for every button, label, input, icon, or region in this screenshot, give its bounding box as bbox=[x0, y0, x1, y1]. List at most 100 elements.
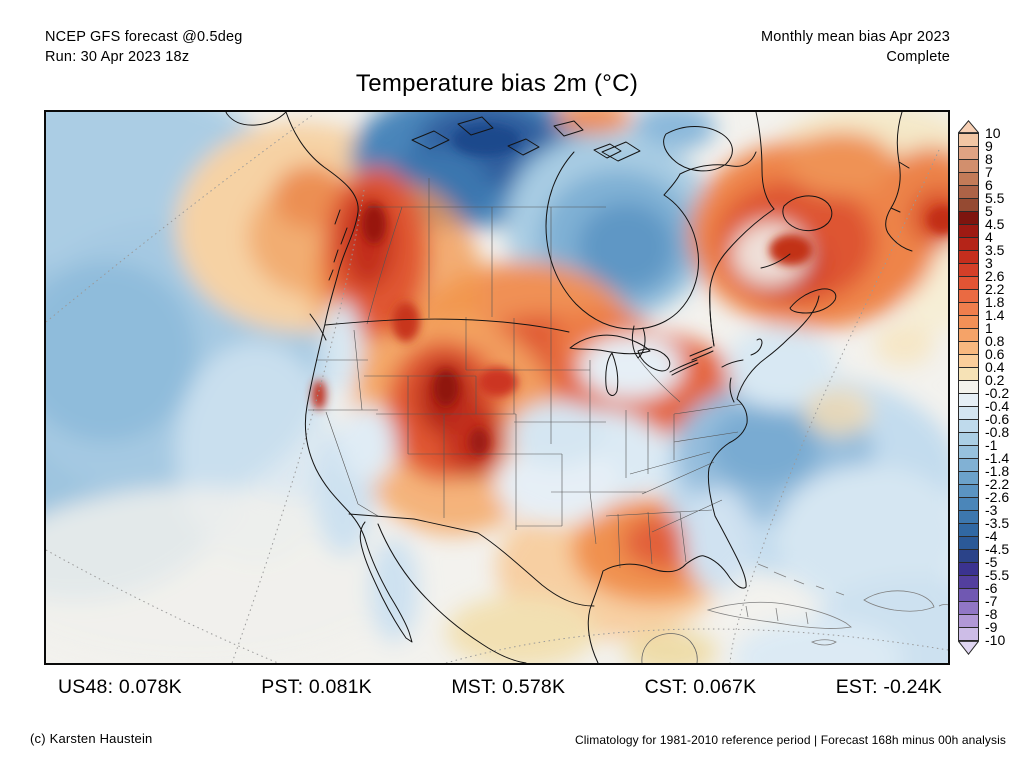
header-right: Monthly mean bias Apr 2023 Complete bbox=[761, 27, 950, 67]
colorbar-box bbox=[958, 354, 979, 368]
colorbar-tick-label: -5 bbox=[985, 554, 998, 570]
colorbar-box bbox=[958, 393, 979, 407]
colorbar-tick-label: 5.5 bbox=[985, 190, 1005, 206]
colorbar-tick-label: -1 bbox=[985, 437, 998, 453]
colorbar-box bbox=[958, 172, 979, 186]
model-label: NCEP GFS forecast @0.5deg bbox=[45, 29, 243, 45]
colorbar-tick-label: 0.4 bbox=[985, 359, 1005, 375]
colorbar-box bbox=[958, 367, 979, 381]
colorbar-tick-label: 5 bbox=[985, 203, 993, 219]
colorbar-box bbox=[958, 523, 979, 537]
colorbar-tick-label: 3 bbox=[985, 255, 993, 271]
colorbar-tick-label: -9 bbox=[985, 619, 998, 635]
colorbar-tick-label: 0.2 bbox=[985, 372, 1005, 388]
colorbar-box bbox=[958, 133, 979, 147]
colorbar-box bbox=[958, 302, 979, 316]
colorbar-tick-label: -4 bbox=[985, 528, 998, 544]
colorbar-box bbox=[958, 458, 979, 472]
header-left: NCEP GFS forecast @0.5deg Run: 30 Apr 20… bbox=[45, 27, 243, 67]
colorbar-tick-label: 4.5 bbox=[985, 216, 1005, 232]
colorbar-box bbox=[958, 627, 979, 641]
colorbar-box bbox=[958, 250, 979, 264]
colorbar-box bbox=[958, 562, 979, 576]
colorbar-box bbox=[958, 224, 979, 238]
colorbar-tick-label: -0.4 bbox=[985, 398, 1010, 414]
colorbar-box bbox=[958, 159, 979, 173]
colorbar-tick-label: 10 bbox=[985, 125, 1001, 141]
colorbar-box bbox=[958, 341, 979, 355]
colorbar-tick-label: -0.8 bbox=[985, 424, 1010, 440]
colorbar-tick-label: -0.2 bbox=[985, 385, 1010, 401]
colorbar-box bbox=[958, 276, 979, 290]
colorbar-box bbox=[958, 198, 979, 212]
colorbar-tick-label: -2.2 bbox=[985, 476, 1010, 492]
colorbar-box bbox=[958, 614, 979, 628]
stat-mst: MST: 0.578K bbox=[451, 676, 566, 698]
period-label: Monthly mean bias Apr 2023 bbox=[761, 29, 950, 45]
colorbar-box bbox=[958, 237, 979, 251]
colorbar-tick-label: 0.8 bbox=[985, 333, 1005, 349]
map-svg bbox=[46, 112, 948, 663]
colorbar-box bbox=[958, 146, 979, 160]
colorbar-box bbox=[958, 315, 979, 329]
run-label: Run: 30 Apr 2023 18z bbox=[45, 49, 190, 65]
status-label: Complete bbox=[886, 49, 950, 65]
colorbar-box bbox=[958, 406, 979, 420]
stat-cst: CST: 0.067K bbox=[644, 676, 757, 698]
colorbar-tick-label: 6 bbox=[985, 177, 993, 193]
colorbar-box bbox=[958, 263, 979, 277]
colorbar-boxes bbox=[958, 133, 979, 641]
colorbar-tick-label: 1 bbox=[985, 320, 993, 336]
colorbar-tick-label: 2.6 bbox=[985, 268, 1005, 284]
coastline-layer bbox=[225, 112, 913, 663]
regional-stats-row: US48: 0.078K PST: 0.081K MST: 0.578K CST… bbox=[44, 676, 950, 699]
colorbar-tick-label: -1.4 bbox=[985, 450, 1010, 466]
stat-us48: US48: 0.078K bbox=[58, 676, 182, 698]
colorbar-box bbox=[958, 575, 979, 589]
colorbar-arrow-down-icon bbox=[958, 641, 979, 655]
colorbar-tick-label: -4.5 bbox=[985, 541, 1010, 557]
colorbar-box bbox=[958, 328, 979, 342]
colorbar-tick-label: -3 bbox=[985, 502, 998, 518]
colorbar-tick-label: -7 bbox=[985, 593, 998, 609]
colorbar-tick-label: -3.5 bbox=[985, 515, 1010, 531]
bias-hotspots-layer bbox=[312, 124, 948, 456]
stat-est: EST: -0.24K bbox=[835, 676, 942, 698]
colorbar-box bbox=[958, 185, 979, 199]
colorbar-tick-label: -10 bbox=[985, 632, 1006, 648]
copyright-label: (c) Karsten Haustein bbox=[30, 731, 153, 746]
colorbar-box bbox=[958, 484, 979, 498]
colorbar-tick-label: 8 bbox=[985, 151, 993, 167]
stat-pst: PST: 0.081K bbox=[261, 676, 372, 698]
colorbar-box bbox=[958, 536, 979, 550]
map-panel bbox=[44, 110, 950, 665]
colorbar-tick-label: 4 bbox=[985, 229, 993, 245]
colorbar-tick-label: -5.5 bbox=[985, 567, 1010, 583]
colorbar-tick-label: 7 bbox=[985, 164, 993, 180]
colorbar-box bbox=[958, 445, 979, 459]
colorbar-box bbox=[958, 289, 979, 303]
state-borders-layer bbox=[308, 178, 743, 569]
graticule-layer bbox=[46, 113, 948, 663]
colorbar-arrow-up-icon bbox=[958, 120, 979, 133]
colorbar-tick-label: 1.4 bbox=[985, 307, 1005, 323]
colorbar-tick-label: -8 bbox=[985, 606, 998, 622]
colorbar-box bbox=[958, 471, 979, 485]
colorbar-tick-label: -1.8 bbox=[985, 463, 1010, 479]
colorbar-box bbox=[958, 549, 979, 563]
colorbar-tick-label: -6 bbox=[985, 580, 998, 596]
colorbar-box bbox=[958, 601, 979, 615]
colorbar-tick-label: 1.8 bbox=[985, 294, 1005, 310]
colorbar-box bbox=[958, 419, 979, 433]
colorbar-tick-label: 0.6 bbox=[985, 346, 1005, 362]
colorbar-tick-label: 2.2 bbox=[985, 281, 1005, 297]
climatology-note: Climatology for 1981-2010 reference peri… bbox=[574, 733, 1006, 747]
colorbar-tick-label: 9 bbox=[985, 138, 993, 154]
colorbar-box bbox=[958, 497, 979, 511]
colorbar: 10 9 8 7 6 5.5 5 4.5 4 3.5 3 2.6 2.2 1.8 1.4 1 0.8 0.6 0.4… bbox=[958, 120, 1024, 660]
colorbar-box bbox=[958, 588, 979, 602]
colorbar-box bbox=[958, 432, 979, 446]
colorbar-tick-label: -0.6 bbox=[985, 411, 1010, 427]
page-title: Temperature bias 2m (°C) bbox=[355, 70, 639, 97]
caribbean-layer bbox=[641, 563, 948, 663]
